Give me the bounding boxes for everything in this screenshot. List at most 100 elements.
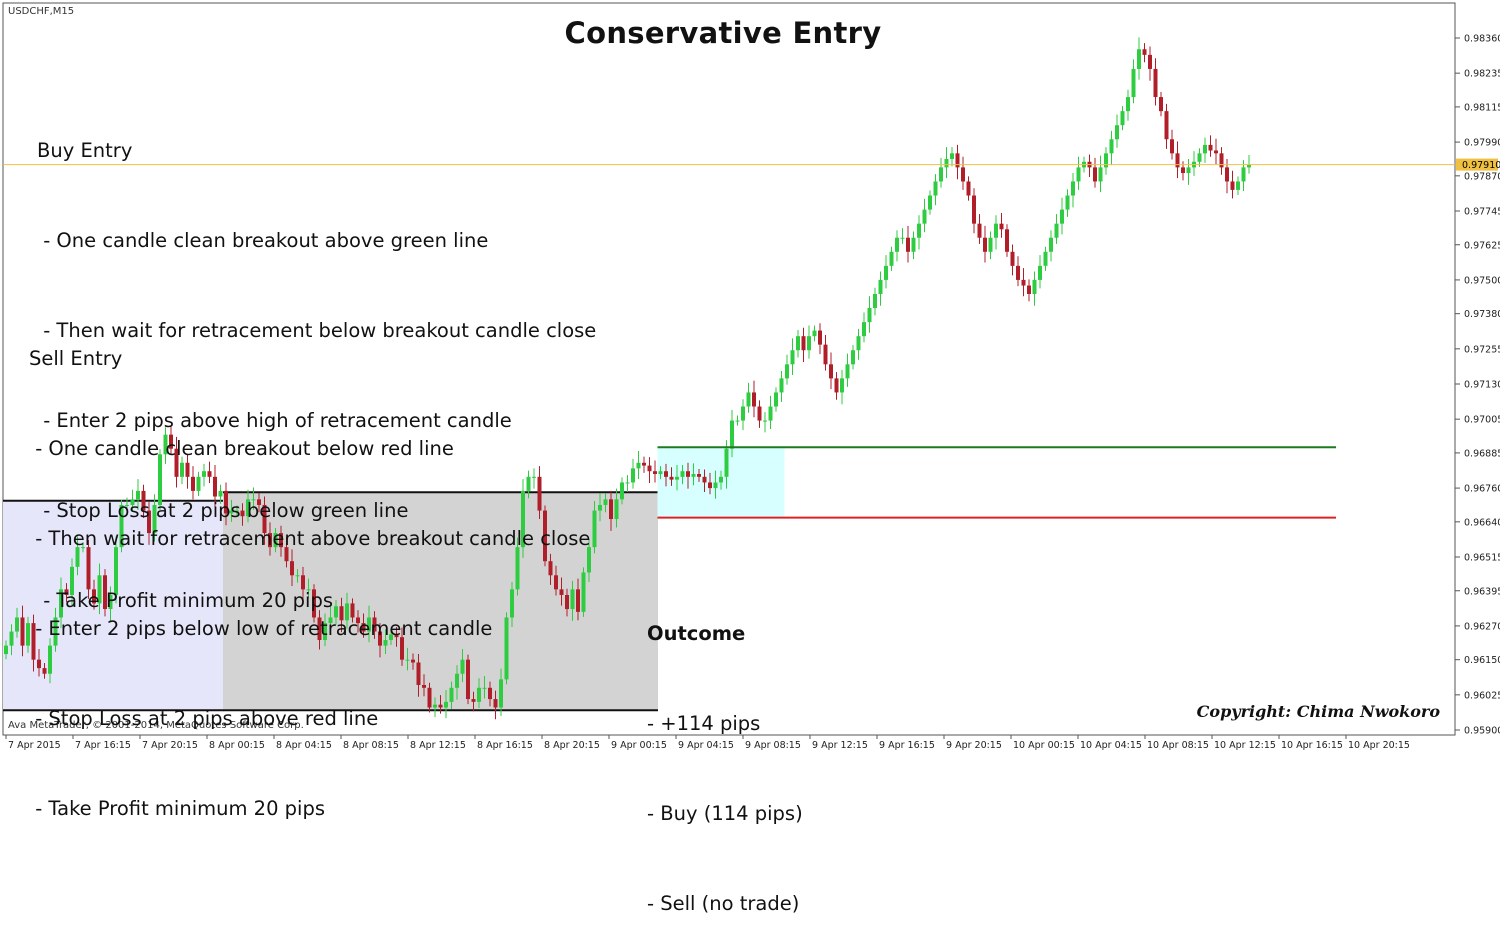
candle-body — [136, 490, 140, 500]
sell-entry-heading: Sell Entry — [29, 347, 123, 370]
candle-body — [20, 617, 25, 646]
candle-body — [636, 462, 641, 469]
time-tick-label: 8 Apr 00:15 — [209, 740, 265, 751]
price-tick-label: 0.97500 — [1464, 275, 1500, 286]
buy-entry-block: Buy Entry - One candle clean breakout ab… — [37, 76, 596, 646]
candle-body — [521, 490, 525, 548]
price-tick-label: 0.96395 — [1464, 586, 1500, 597]
candle-body — [345, 603, 349, 621]
candle-body — [504, 617, 509, 680]
candle-body — [1120, 111, 1125, 126]
candle-body — [961, 167, 965, 182]
candle-body — [774, 392, 778, 407]
candle-body — [526, 476, 531, 491]
candle-body — [1164, 111, 1169, 140]
candle-body — [449, 687, 454, 702]
candle-body — [317, 617, 322, 640]
candle-body — [1038, 265, 1042, 280]
candle-body — [1021, 279, 1026, 286]
candle-body — [460, 659, 465, 674]
candle-body — [576, 589, 580, 612]
candle-body — [1236, 181, 1240, 190]
candle-body — [554, 575, 558, 590]
candle-body — [928, 195, 932, 210]
vendor-label: Ava MetaTrader, © 2001-2014, MetaQuotes … — [8, 720, 304, 731]
candle-body — [196, 476, 201, 491]
candle-body — [570, 589, 575, 610]
candle-body — [889, 251, 894, 266]
candle-body — [268, 533, 272, 548]
candle-body — [1071, 181, 1075, 196]
candle-body — [999, 223, 1004, 230]
candle-body — [625, 482, 630, 484]
candle-body — [53, 617, 58, 646]
candle-body — [290, 561, 294, 576]
candle-body — [174, 448, 179, 477]
price-tick-label: 0.96270 — [1464, 621, 1500, 632]
candle-body — [191, 476, 195, 491]
candle-body — [207, 471, 212, 477]
candle-body — [708, 482, 712, 489]
chart-window: 0.98360 0.98235 0.98115 0.97990 0.97870 0.977… — [2, 2, 1500, 751]
candle-body — [1043, 251, 1048, 266]
sell-entry-line: - Enter 2 pips below low of retracement … — [29, 617, 493, 640]
candle-body — [147, 510, 151, 534]
candle-body — [735, 420, 740, 422]
candle-body — [1159, 97, 1163, 112]
candle-body — [1214, 150, 1218, 154]
candle-body — [31, 623, 36, 660]
candle-body — [493, 699, 498, 708]
candle-body — [48, 645, 52, 674]
time-tick-label: 10 Apr 20:15 — [1348, 740, 1410, 751]
candle-body — [433, 704, 437, 708]
candle-body — [1005, 229, 1009, 252]
candle-body — [741, 406, 745, 421]
candle-body — [752, 392, 756, 407]
candle-body — [1115, 125, 1119, 140]
candle-body — [878, 279, 883, 294]
candle-body — [42, 668, 47, 674]
buy-entry-line: - Then wait for retracement below breako… — [37, 319, 597, 342]
candle-body — [620, 482, 624, 500]
candle-body — [400, 637, 404, 660]
time-tick-label: 8 Apr 04:15 — [276, 740, 332, 751]
candle-body — [823, 344, 828, 365]
candle-body — [581, 572, 586, 612]
candle-body — [1054, 223, 1059, 238]
candle-body — [477, 687, 481, 702]
candle-body — [845, 364, 850, 379]
buy-entry-line: - Enter 2 pips above high of retracement… — [37, 409, 512, 432]
time-tick-label: 7 Apr 2015 — [8, 740, 61, 751]
price-tick-label: 0.98115 — [1464, 102, 1500, 113]
candle-body — [26, 623, 30, 646]
candle-body — [301, 575, 305, 590]
candle-body — [1093, 167, 1097, 182]
time-tick-label: 9 Apr 12:15 — [812, 740, 868, 751]
candle-body — [1126, 97, 1130, 112]
candle-body — [202, 471, 206, 477]
candle-body — [108, 594, 113, 610]
candle-body — [1032, 279, 1037, 294]
candle-body — [383, 639, 388, 646]
time-tick-label: 9 Apr 16:15 — [879, 740, 935, 751]
candle-body — [422, 684, 426, 688]
time-tick-label: 10 Apr 16:15 — [1281, 740, 1343, 751]
candle-body — [1137, 49, 1141, 69]
candle-body — [389, 634, 393, 640]
candle-body — [807, 336, 811, 351]
candle-body — [724, 448, 729, 477]
candle-body — [867, 308, 872, 323]
price-tick-label: 0.96760 — [1464, 484, 1500, 495]
price-tick-label: 0.96150 — [1464, 655, 1500, 666]
candle-body — [1175, 153, 1180, 168]
candle-body — [1208, 144, 1213, 151]
sell-entry-line: - Take Profit minimum 20 pips — [29, 797, 326, 820]
candle-body — [1148, 54, 1152, 69]
candle-body — [895, 237, 899, 252]
sell-entry-line: - Stop Loss at 2 pips above red line — [29, 707, 379, 730]
candle-body — [257, 499, 261, 505]
candle-body — [955, 153, 960, 168]
candle-body — [713, 482, 718, 489]
price-tick-label: 0.96885 — [1464, 448, 1500, 459]
candle-body — [455, 673, 459, 688]
